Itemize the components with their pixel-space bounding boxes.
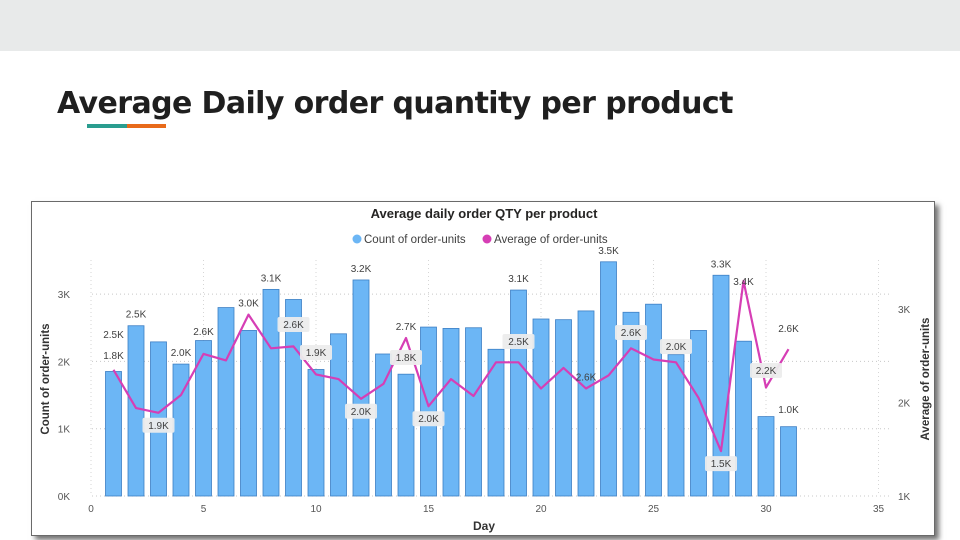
data-label: 3.3K — [711, 259, 732, 270]
chart-svg: Average daily order QTY per product Coun… — [40, 206, 932, 533]
bar — [195, 340, 212, 497]
data-label: 3.2K — [351, 264, 372, 275]
data-label: 3.0K — [238, 299, 259, 310]
data-label: 2.5K — [126, 310, 147, 321]
data-label-bg — [142, 417, 175, 433]
line-series — [112, 279, 790, 453]
average-line — [112, 279, 790, 453]
data-label: 3.5K — [598, 246, 619, 257]
legend-label-average: Average of order-units — [494, 234, 608, 246]
data-label: 1.9K — [148, 421, 169, 432]
data-label-bg — [660, 339, 692, 354]
data-label: 1.9K — [306, 348, 327, 359]
data-label-bg — [390, 350, 422, 365]
y-tick-label: 3K — [58, 290, 71, 301]
y-tick-label: 2K — [58, 357, 71, 368]
bar — [622, 311, 640, 497]
data-label: 2.0K — [171, 348, 192, 359]
x-tick-label: 25 — [648, 504, 660, 515]
legend-marker-count — [352, 234, 362, 244]
bar — [667, 354, 685, 497]
x-tick-label: 0 — [88, 504, 94, 515]
data-label: 1.8K — [396, 353, 417, 364]
data-label-bg — [615, 325, 647, 340]
y2-tick-label: 1K — [898, 492, 911, 503]
title-accent-orange — [127, 124, 166, 128]
data-label: 2.6K — [778, 324, 799, 335]
chart-container: Average daily order QTY per product Coun… — [31, 201, 935, 536]
data-label-bg — [412, 411, 445, 427]
y2-axis-title: Average of order-units — [920, 318, 932, 441]
bar — [307, 369, 325, 497]
bar — [375, 353, 392, 497]
bar — [645, 303, 662, 497]
x-axis-title: Day — [473, 519, 495, 533]
bar — [105, 371, 122, 497]
bar — [555, 319, 572, 497]
bar — [442, 328, 460, 497]
x-tick-label: 5 — [201, 504, 207, 515]
data-label: 2.6K — [193, 327, 214, 338]
data-label: 3.1K — [508, 274, 529, 285]
bar — [330, 333, 347, 497]
bar — [487, 348, 505, 497]
slide-title: Average Daily order quantity per product — [57, 86, 733, 121]
chart-title: Average daily order QTY per product — [371, 206, 599, 221]
bar — [240, 330, 257, 497]
x-tick-label: 15 — [423, 504, 435, 515]
data-label: 2.0K — [666, 342, 687, 353]
bar — [127, 325, 145, 497]
data-label: 3.4K — [733, 277, 754, 288]
data-label: 2.5K — [508, 337, 529, 348]
y-axis-title: Count of order-units — [40, 323, 52, 434]
axis-ticks: 0K 1K 2K 3K 1K 2K 3K 0 5 10 15 20 25 30 35 — [58, 290, 911, 515]
bar — [780, 426, 797, 497]
bar — [262, 288, 280, 497]
bar — [352, 279, 370, 497]
data-label-bg — [502, 334, 535, 349]
data-label: 2.5K — [103, 330, 124, 341]
legend-label-count: Count of order-units — [364, 234, 466, 246]
data-label: 1.8K — [103, 351, 124, 362]
data-label: 2.7K — [396, 322, 417, 333]
bar — [757, 416, 775, 497]
data-label: 2.0K — [351, 407, 372, 418]
y-tick-label: 1K — [58, 425, 71, 436]
top-band — [0, 0, 960, 51]
data-label-bg — [705, 456, 737, 472]
data-label-bg — [750, 363, 782, 378]
bar-series — [105, 261, 797, 497]
data-labels: 2.5K1.8K2.5K1.9K2.0K2.6K3.0K3.1K2.6K1.9K… — [103, 246, 799, 472]
title-accent-teal — [87, 124, 127, 128]
x-tick-label: 10 — [310, 504, 322, 515]
data-label: 2.6K — [576, 372, 597, 383]
x-tick-label: 20 — [535, 504, 547, 515]
bar — [397, 373, 415, 497]
legend: Count of order-units Average of order-un… — [352, 234, 608, 246]
data-label-bg — [300, 345, 332, 360]
bar — [532, 318, 550, 497]
bar — [217, 307, 235, 497]
data-label: 1.0K — [778, 405, 799, 416]
bar — [510, 289, 527, 497]
data-label: 2.6K — [283, 320, 304, 331]
bar — [285, 299, 302, 497]
x-tick-label: 30 — [760, 504, 772, 515]
bar — [735, 340, 752, 497]
y2-tick-label: 2K — [898, 399, 911, 410]
y-tick-label: 0K — [58, 492, 71, 503]
bar — [465, 327, 482, 497]
bar — [690, 330, 707, 497]
y2-tick-label: 3K — [898, 305, 911, 316]
bar — [577, 310, 595, 497]
data-label: 2.0K — [418, 414, 439, 425]
data-label-bg — [345, 403, 377, 419]
data-label: 1.5K — [711, 459, 732, 470]
legend-marker-average — [482, 234, 492, 244]
x-tick-label: 35 — [873, 504, 885, 515]
data-label: 3.1K — [261, 273, 282, 284]
data-label: 2.6K — [621, 328, 642, 339]
data-label-bg — [277, 317, 310, 332]
data-label: 2.2K — [756, 366, 777, 377]
